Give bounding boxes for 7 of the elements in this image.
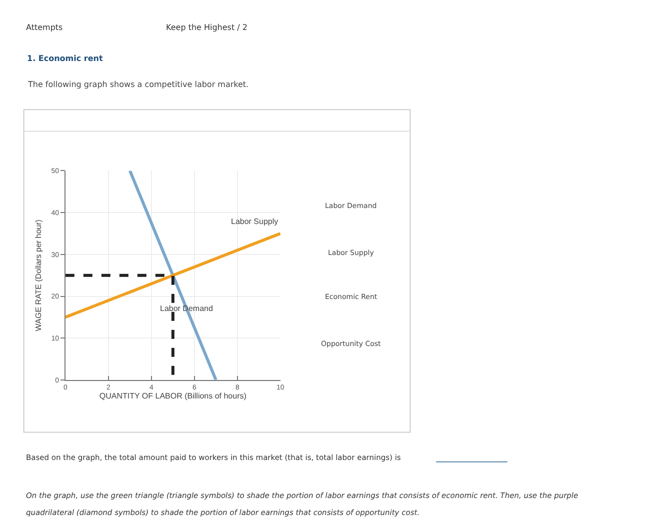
text: Attempts — [26, 23, 63, 32]
chart-subtitle: The following graph shows a competitive labor market. — [27, 80, 249, 89]
x-axis-title: QUANTITY OF LABOR (Billions of hours) — [99, 391, 247, 400]
text: Keep the Highest / 2 — [166, 23, 248, 32]
chart-title: 1. Economic rent — [27, 54, 103, 63]
y-axis-title: WAGE RATE (Dollars per hour) — [34, 219, 43, 332]
annotation: Labor Supply — [231, 217, 278, 226]
